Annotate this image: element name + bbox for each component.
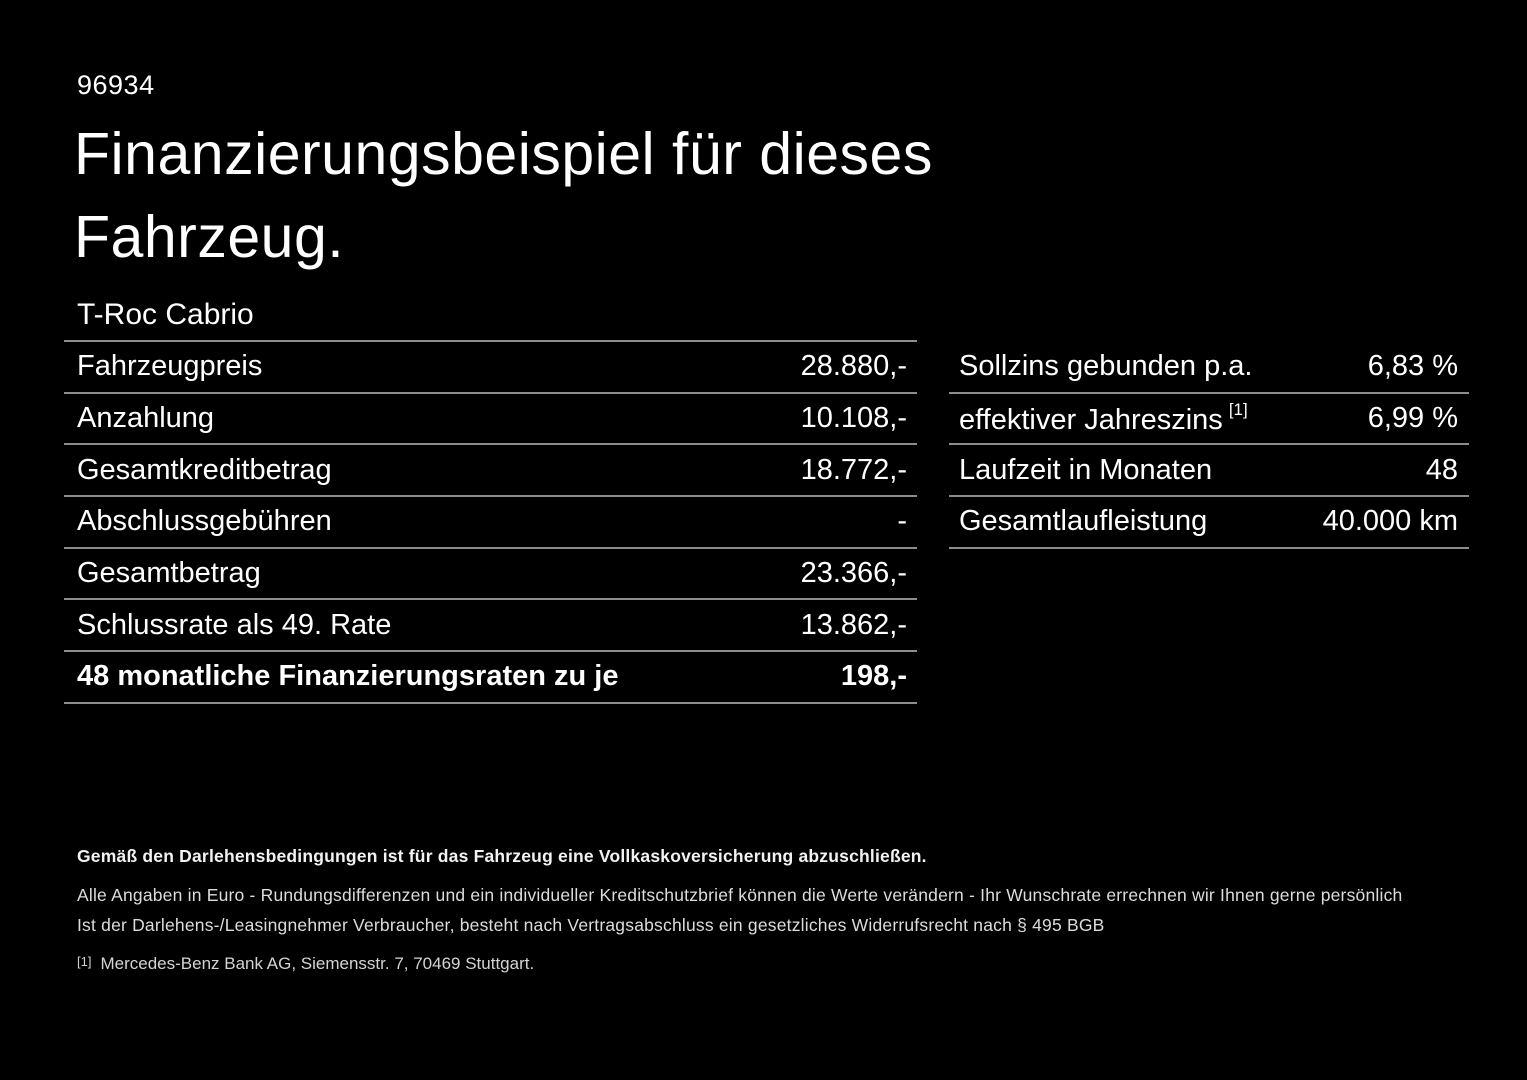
table-row-gesamtbetrag: Gesamtbetrag 23.366,- — [64, 549, 917, 601]
row-value: 28.880,- — [800, 350, 907, 383]
vehicle-model: T-Roc Cabrio — [77, 298, 254, 331]
row-value: 23.366,- — [800, 557, 907, 590]
row-value: 18.772,- — [800, 453, 907, 486]
row-label: 48 monatliche Finanzierungsraten zu je — [77, 660, 619, 693]
row-label: Abschlussgebühren — [77, 505, 332, 538]
row-value: 13.862,- — [800, 608, 907, 641]
table-row-gesamtkreditbetrag: Gesamtkreditbetrag 18.772,- — [64, 445, 917, 498]
finance-table: Fahrzeugpreis 28.880,- Anzahlung 10.108,… — [64, 340, 917, 704]
row-value: 10.108,- — [800, 402, 907, 435]
row-value: 6,99 % — [1367, 402, 1458, 435]
note-line-2: Ist der Darlehens-/Leasingnehmer Verbrau… — [77, 915, 1105, 935]
note-line-1: Alle Angaben in Euro - Rundungsdifferenz… — [77, 885, 1403, 905]
page-title: Finanzierungsbeispiel für dieses Fahrzeu… — [74, 121, 933, 270]
row-value: 40.000 km — [1322, 505, 1458, 538]
footnote-text: Mercedes-Benz Bank AG, Siemensstr. 7, 70… — [100, 954, 535, 973]
table-row-anzahlung: Anzahlung 10.108,- — [64, 394, 917, 446]
row-label: Anzahlung — [77, 402, 215, 435]
row-value: 198,- — [840, 660, 907, 693]
row-value: 6,83 % — [1367, 350, 1458, 383]
table-row-gesamtlaufleistung: Gesamtlaufleistung 40.000 km — [949, 497, 1469, 549]
row-label: Gesamtkreditbetrag — [77, 453, 332, 486]
footnote: [1] Mercedes-Benz Bank AG, Siemensstr. 7,… — [77, 954, 1477, 974]
table-row-laufzeit: Laufzeit in Monaten 48 — [949, 445, 1469, 498]
row-label: Sollzins gebunden p.a. — [959, 350, 1253, 383]
row-label: Gesamtlaufleistung — [959, 505, 1208, 538]
table-row-fahrzeugpreis: Fahrzeugpreis 28.880,- — [64, 342, 917, 394]
row-value: 48 — [1425, 453, 1458, 486]
table-row-effektiver-jahreszins: effektiver Jahreszins [1] 6,99 % — [949, 394, 1469, 446]
footnote-marker: [1] — [77, 954, 92, 969]
row-label-text: effektiver Jahreszins — [959, 404, 1223, 437]
footer: Gemäß den Darlehensbedingungen ist für d… — [77, 846, 1477, 974]
table-row-abschlussgebuehren: Abschlussgebühren - — [64, 497, 917, 549]
doc-number: 96934 — [77, 70, 155, 100]
row-label: Gesamtbetrag — [77, 557, 261, 590]
table-row-sollzins: Sollzins gebunden p.a. 6,83 % — [949, 342, 1469, 394]
table-row-schlussrate: Schlussrate als 49. Rate 13.862,- — [64, 600, 917, 653]
row-value: - — [897, 505, 907, 538]
conditions-table: Sollzins gebunden p.a. 6,83 % effektiver… — [949, 342, 1469, 549]
row-label: Fahrzeugpreis — [77, 350, 263, 383]
row-label: Schlussrate als 49. Rate — [77, 608, 392, 641]
insurance-note: Gemäß den Darlehensbedingungen ist für d… — [77, 846, 927, 866]
footnote-marker: [1] — [1228, 400, 1248, 420]
row-label: effektiver Jahreszins [1] — [959, 400, 1248, 437]
row-label: Laufzeit in Monaten — [959, 453, 1213, 486]
table-row-monatsrate: 48 monatliche Finanzierungsraten zu je 1… — [64, 652, 917, 704]
